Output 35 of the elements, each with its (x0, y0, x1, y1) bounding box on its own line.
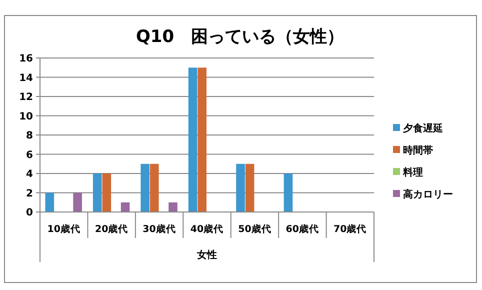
y-tick-label: 4 (26, 169, 34, 180)
bar (236, 164, 245, 212)
y-tick-label: 14 (19, 72, 34, 84)
y-tick-label: 6 (26, 150, 34, 161)
legend-label: 時間帯 (403, 144, 433, 156)
y-tick-label: 12 (19, 92, 34, 103)
chart-title: Q10 困っている（女性） (136, 27, 344, 47)
x-tick-label: 20歳代 (94, 223, 128, 235)
y-tick-label: 0 (26, 208, 34, 218)
x-tick-label: 40歳代 (190, 223, 224, 235)
y-tick-label: 10 (19, 111, 34, 122)
y-tick-label: 16 (19, 54, 34, 64)
x-tick-label: 10歳代 (47, 223, 80, 235)
bar (168, 202, 178, 212)
bar (198, 68, 206, 212)
bar (102, 174, 112, 212)
x-tick-label: 60歳代 (286, 223, 320, 235)
bar (284, 174, 293, 212)
y-tick-label: 2 (26, 188, 34, 200)
legend-label: 料理 (402, 166, 423, 178)
bar (245, 164, 254, 212)
bar (120, 202, 130, 212)
legend-label: 夕食遅延 (402, 122, 443, 134)
x-tick-label: 30歳代 (142, 223, 176, 235)
y-tick-label: 8 (26, 130, 34, 142)
legend-label: 高カロリー (403, 188, 453, 200)
bar (92, 174, 102, 212)
bar (45, 192, 54, 212)
x-tick-label: 70歳代 (334, 223, 367, 235)
x-axis-title: 女性 (196, 249, 217, 261)
bar (188, 68, 198, 212)
x-tick-label: 50歳代 (238, 223, 272, 235)
bar (73, 192, 82, 212)
bar (140, 164, 150, 212)
bar (150, 164, 159, 212)
